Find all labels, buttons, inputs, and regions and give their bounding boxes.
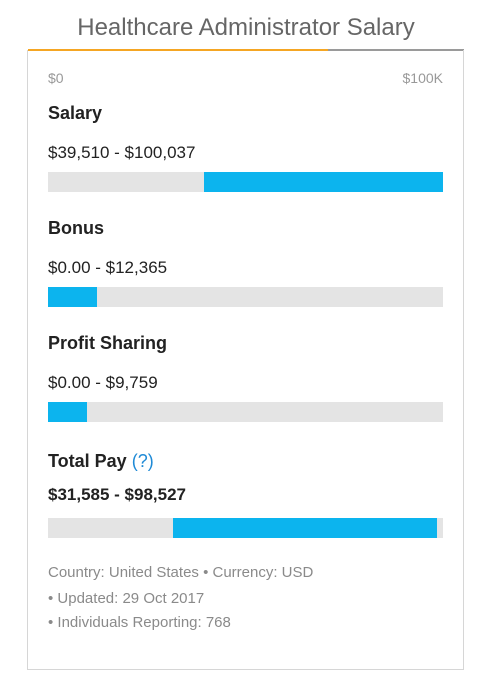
total-pay-section: Total Pay (?) $31,585 - $98,527 [48, 450, 443, 538]
axis-min-label: $0 [48, 70, 64, 86]
total-pay-range: $31,585 - $98,527 [48, 485, 187, 504]
total-pay-bar [48, 518, 443, 538]
salary-label: Salary [48, 103, 103, 123]
meta-individuals-reporting: • Individuals Reporting: 768 [48, 614, 231, 631]
total-pay-bar-fill [172, 518, 438, 538]
salary-bar [48, 172, 443, 192]
salary-range: $39,510 - $100,037 [48, 143, 196, 162]
profit-sharing-bar [48, 402, 443, 422]
profit-sharing-range: $0.00 - $9,759 [48, 373, 158, 392]
profit-sharing-bar-fill [48, 402, 87, 422]
total-pay-label: Total Pay [48, 451, 127, 471]
bonus-label: Bonus [48, 218, 104, 238]
salary-bar-fill [204, 172, 443, 192]
profit-sharing-section: Profit Sharing $0.00 - $9,759 [48, 332, 443, 422]
bonus-range: $0.00 - $12,365 [48, 258, 168, 277]
bonus-bar [48, 287, 443, 307]
meta-country-currency: Country: United States • Currency: USD [48, 564, 314, 581]
salary-section: Salary $39,510 - $100,037 [48, 102, 443, 192]
page-title: Healthcare Administrator Salary [77, 14, 415, 41]
salary-card [27, 50, 464, 670]
meta-updated: • Updated: 29 Oct 2017 [48, 590, 205, 607]
title-underline [28, 49, 464, 51]
bonus-bar-fill [48, 287, 97, 307]
bonus-section: Bonus $0.00 - $12,365 [48, 217, 443, 307]
total-pay-help-link[interactable]: (?) [131, 451, 154, 471]
profit-sharing-label: Profit Sharing [48, 333, 168, 353]
axis-max-label: $100K [402, 70, 443, 86]
total-pay-heading: Total Pay (?) [48, 450, 443, 472]
